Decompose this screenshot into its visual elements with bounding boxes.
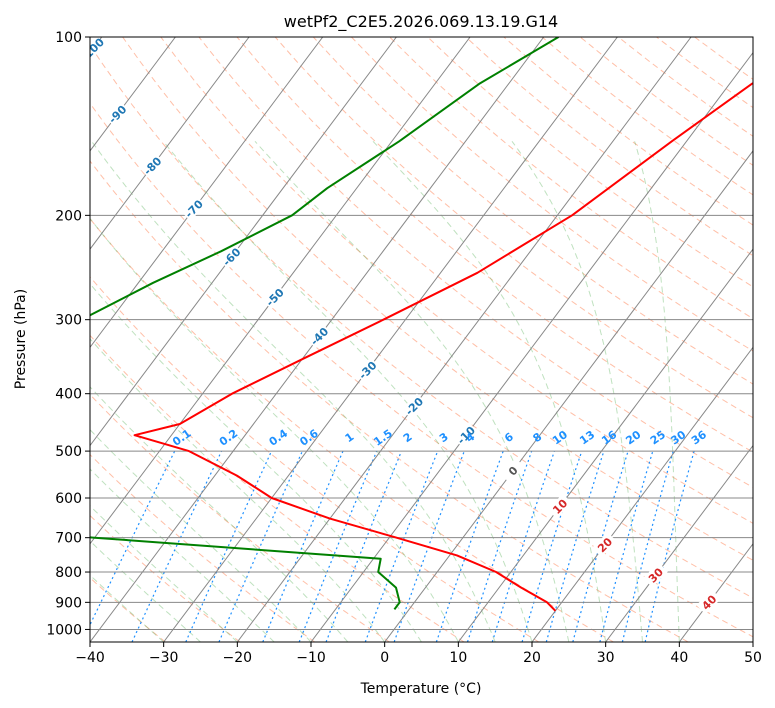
isotherm-line [310,51,753,642]
isotherm-line [90,37,324,349]
isotherm-label-bg [139,153,165,178]
dry-adiabat-line [90,334,465,642]
y-tick-label: 1000 [46,622,82,638]
isotherm-line [384,150,753,642]
x-tick-label: 40 [670,650,688,666]
dry-adiabat-line [312,37,753,385]
x-tick-label: −20 [223,650,253,666]
dry-adiabat-line [160,37,753,524]
temperature-profile [133,82,753,612]
isotherm-label-bg [547,493,573,519]
dry-adiabat-line [90,393,390,642]
x-tick-label: −40 [75,650,105,666]
x-tick-label: 50 [744,650,762,666]
mixing-ratio-line [90,450,176,627]
isotherm-line [90,37,471,545]
mixing-ratio-line [621,450,674,642]
isotherm-label-bg [696,589,722,615]
y-tick-label: 600 [55,491,82,507]
y-axis-label: Pressure (hPa) [13,289,29,389]
mixing-ratio-line [466,450,533,642]
mixing-ratio-line [262,450,344,642]
isotherm-label-bg [643,562,668,588]
isotherm-line [236,37,692,642]
isotherm-line [163,37,618,642]
isotherm-label-bg [306,323,332,349]
y-tick-label: 100 [55,30,82,46]
isotherm-label-bg [354,357,380,383]
y-tick-label: 800 [55,565,82,581]
y-tick-label: 900 [55,595,82,611]
dry-adiabat-line [122,37,753,561]
dewpoint-profile [90,37,560,610]
isotherm-line [457,248,753,642]
y-tick-label: 500 [55,444,82,460]
mixing-ratio-line [599,450,654,642]
plot-frame [89,36,754,643]
mixing-ratio-line [218,450,303,642]
y-tick-label: 400 [55,387,82,403]
isotherm-line [90,37,176,152]
mixing-ratio-line [131,450,223,642]
dry-adiabat-line [90,160,689,642]
isotherm-label-bg [104,101,130,127]
y-tick-label: 700 [55,531,82,547]
x-axis-ticks: −40 −30 −20 −10 0 10 20 30 40 50 [75,642,762,666]
isotherm-label-bg [90,37,105,62]
mixing-ratio-line [435,450,504,642]
dry-adiabat-line [90,276,540,642]
x-tick-label: 20 [523,650,541,666]
isotherm-label-bg [218,244,244,269]
y-tick-label: 200 [55,208,82,224]
profiles [90,37,753,612]
x-tick-label: −10 [296,650,326,666]
x-tick-label: 10 [449,650,467,666]
dry-adiabat-line [274,37,753,419]
x-axis-label: Temperature (°C) [360,681,482,697]
dry-adiabat-line [90,577,166,642]
dry-adiabat-line [90,44,753,599]
isotherms [90,37,753,642]
isobars [90,37,753,630]
x-tick-label: 30 [597,650,615,666]
mixing-ratio-line [364,450,439,642]
dry-adiabat-line [90,453,315,642]
y-tick-label: 300 [55,313,82,329]
isotherm-label-bg [181,196,206,221]
isotherm-label-bg [262,284,287,310]
isotherm-line [90,37,397,447]
plot-area: -100-90-80-70-60-50-40-30-20-10010203040… [90,37,753,642]
dry-adiabat-line [351,37,753,352]
mixing-ratio-line [298,450,378,642]
mixing-ratio-line [185,450,273,642]
mixing-ratio-line [325,450,403,642]
chart-title: wetPf2_C2E5.2026.069.13.19.G14 [284,12,558,32]
mixing-ratio-line [521,450,583,642]
isotherm-line [90,37,250,250]
isotherm-label-bg [592,532,617,557]
isotherm-label-bg [401,393,427,419]
x-tick-label: −30 [149,650,179,666]
isotherm-label-bg [500,458,526,483]
mixing-ratio-line [572,450,629,642]
isotherm-line [605,444,753,642]
isotherm-label-bg [453,422,479,448]
x-tick-label: 0 [380,650,389,666]
mixing-ratio-line [545,450,605,642]
y-axis-ticks: 100 200 300 400 500 600 700 800 900 1000 [46,30,90,638]
